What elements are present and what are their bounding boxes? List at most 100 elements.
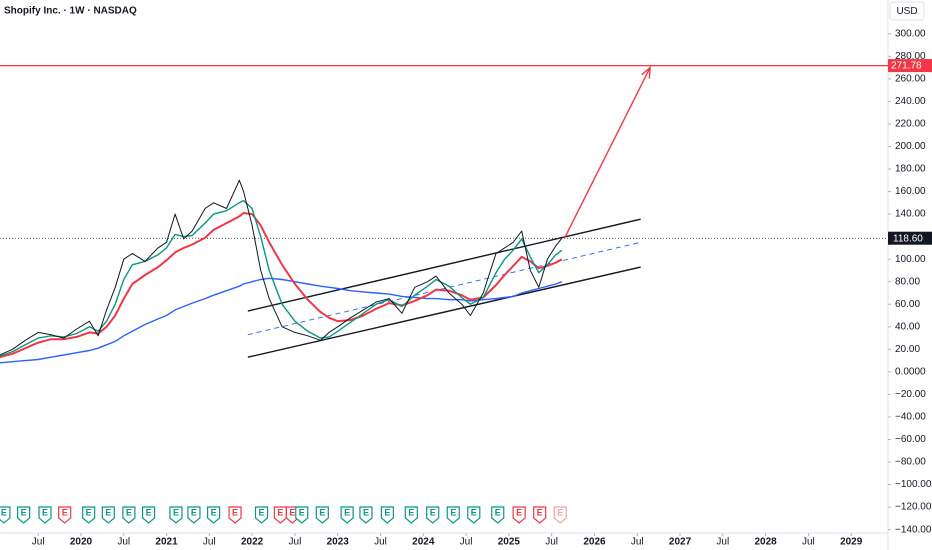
- earnings-label: E: [430, 507, 436, 517]
- x-tick-label: 2023: [327, 537, 350, 548]
- earnings-badge: [446, 506, 460, 524]
- earnings-badge: [380, 506, 394, 524]
- y-tick-label: −20.00: [895, 389, 926, 400]
- x-tick-label: Jul: [203, 537, 216, 548]
- earnings-badge: [359, 506, 373, 524]
- earnings-badge: [58, 506, 72, 524]
- earnings-label: E: [516, 507, 522, 517]
- earnings-badge: [141, 506, 156, 524]
- earnings-badge: [169, 506, 183, 524]
- y-tick-label: −100.00: [895, 479, 932, 490]
- earnings-label: E: [86, 507, 92, 517]
- earnings-badge: [122, 506, 136, 524]
- x-tick-label: Jul: [802, 537, 815, 548]
- level-label: 271.78: [891, 61, 922, 72]
- earnings-label: E: [408, 507, 414, 517]
- x-tick-label: 2022: [241, 537, 264, 548]
- y-tick-label: 40.00: [895, 321, 920, 332]
- earnings-badge: [512, 506, 526, 524]
- x-tick-label: 2028: [754, 537, 777, 548]
- y-tick-label: 300.00: [895, 28, 926, 39]
- currency-button[interactable]: [889, 1, 925, 21]
- y-tick-label: 140.00: [895, 209, 926, 220]
- y-tick-label: 60.00: [895, 299, 920, 310]
- trend-line: [247, 266, 641, 358]
- y-tick-label: −80.00: [895, 457, 926, 468]
- x-tick-label: Jul: [631, 537, 644, 548]
- x-tick-label: 2024: [412, 537, 435, 548]
- earnings-label: E: [277, 507, 283, 517]
- earnings-label: E: [299, 507, 305, 517]
- x-tick-label: Jul: [289, 537, 302, 548]
- y-tick-label: −140.00: [895, 524, 932, 535]
- y-tick-label: 20.00: [895, 344, 920, 355]
- currency-label[interactable]: USD: [896, 6, 917, 17]
- earnings-badge: [553, 506, 567, 524]
- earnings-badge: [254, 506, 269, 524]
- earnings-label: E: [105, 507, 111, 517]
- x-tick-label: Jul: [32, 537, 45, 548]
- earnings-badge: [426, 506, 440, 524]
- arrow-head: [641, 66, 651, 79]
- y-tick-label: 100.00: [895, 254, 926, 265]
- earnings-badge: [207, 506, 221, 524]
- earnings-label: E: [1, 507, 7, 517]
- y-tick-label: −60.00: [895, 434, 926, 445]
- x-tick-label: 2026: [583, 537, 606, 548]
- y-tick-label: 220.00: [895, 119, 926, 130]
- earnings-badge: [295, 506, 309, 524]
- earnings-badge: [404, 506, 418, 524]
- earnings-badge: [17, 506, 31, 524]
- earnings-badge: [273, 506, 287, 524]
- y-tick-label: 260.00: [895, 74, 926, 85]
- earnings-label: E: [495, 507, 501, 517]
- y-tick-label: 240.00: [895, 96, 926, 107]
- earnings-badge: [315, 506, 329, 524]
- earnings-label: E: [211, 507, 217, 517]
- earnings-label: E: [126, 507, 132, 517]
- x-tick-label: Jul: [374, 537, 387, 548]
- x-tick-label: Jul: [117, 537, 130, 548]
- earnings-badge: [0, 506, 11, 524]
- x-tick-label: 2021: [155, 537, 178, 548]
- last-price-label: 118.60: [893, 233, 923, 244]
- x-tick-label: 2025: [498, 537, 521, 548]
- earnings-badge: [533, 506, 547, 524]
- earnings-label: E: [232, 507, 238, 517]
- earnings-label: E: [289, 507, 295, 517]
- earnings-label: E: [21, 507, 27, 517]
- earnings-label: E: [537, 507, 543, 517]
- series-line: [0, 199, 563, 357]
- x-tick-label: 2027: [669, 537, 692, 548]
- series-line: [0, 212, 563, 359]
- earnings-label: E: [42, 507, 48, 517]
- chart-title: Shopify Inc. · 1W · NASDAQ: [4, 6, 137, 17]
- y-tick-label: 80.00: [895, 276, 920, 287]
- earnings-label: E: [557, 507, 563, 517]
- earnings-badge: [82, 506, 96, 524]
- earnings-badge: [187, 506, 201, 524]
- y-tick-label: −40.00: [895, 412, 926, 423]
- earnings-badge: [228, 506, 242, 524]
- earnings-badge: [38, 506, 52, 524]
- y-tick-label: −120.00: [895, 502, 932, 513]
- earnings-badge: [340, 506, 354, 524]
- earnings-label: E: [344, 507, 350, 517]
- y-tick-label: 160.00: [895, 186, 926, 197]
- x-tick-label: 2020: [70, 537, 93, 548]
- earnings-label: E: [471, 507, 477, 517]
- y-tick-label: 280.00: [895, 51, 926, 62]
- earnings-label: E: [450, 507, 456, 517]
- x-tick-label: Jul: [460, 537, 473, 548]
- series-line: [0, 179, 563, 356]
- y-tick-label: 180.00: [895, 164, 926, 175]
- earnings-label: E: [146, 507, 152, 517]
- earnings-label: E: [319, 507, 325, 517]
- x-tick-label: Jul: [545, 537, 558, 548]
- earnings-label: E: [384, 507, 390, 517]
- earnings-label: E: [363, 507, 369, 517]
- earnings-label: E: [62, 507, 68, 517]
